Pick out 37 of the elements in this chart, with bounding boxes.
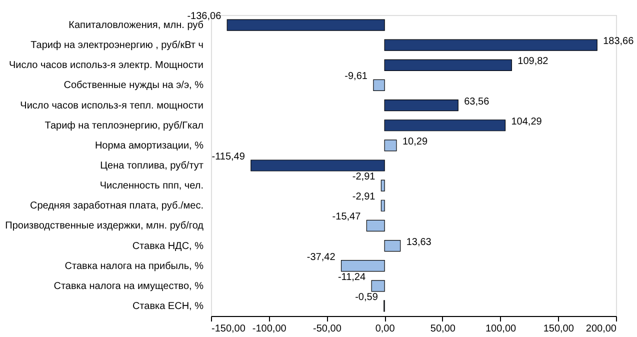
y-tick-label: Ставка налога на имущество, % — [54, 280, 204, 292]
x-tick-label: 0,00 — [375, 324, 396, 334]
y-tick-label: Производственные издержки, млн. руб/год — [5, 220, 204, 232]
data-label: 10,29 — [402, 136, 428, 148]
data-label: -11,24 — [338, 272, 366, 283]
x-tick-label: -100,00 — [252, 324, 287, 334]
data-label: 13,63 — [406, 236, 432, 248]
data-label: 104,29 — [511, 116, 542, 128]
data-label: 109,82 — [518, 56, 549, 68]
data-label: -115,49 — [212, 152, 246, 162]
x-tick-label: 200,00 — [586, 324, 617, 334]
data-label: -0,59 — [355, 292, 378, 303]
y-tick-label: Тариф на электроэнергию , руб/кВт ч — [30, 40, 204, 52]
y-tick-label: Тариф на теплоэнергию, руб/Гкал — [44, 120, 204, 132]
y-tick-label: Собственные нужды на э/э, % — [64, 80, 204, 92]
y-tick-label: Число часов использ-я тепл. мощности — [20, 100, 204, 112]
data-label: 183,66 — [603, 36, 634, 48]
x-tick-label: -150,00 — [212, 324, 246, 334]
data-label: -15,47 — [332, 212, 362, 223]
x-tick-label: 100,00 — [485, 324, 517, 334]
y-tick-label: Численность ппп, чел. — [100, 180, 204, 192]
x-tick-label: 50,00 — [430, 324, 456, 334]
y-tick-label: Средняя заработная плата, руб./мес. — [30, 200, 204, 212]
x-tick-label: -50,00 — [313, 324, 342, 334]
y-tick-label: Капиталовложения, млн. руб — [68, 20, 204, 32]
y-tick-label: Норма амортизации, % — [94, 140, 204, 152]
data-label: -37,42 — [306, 252, 336, 263]
y-tick-label: Ставка налога на прибыль, % — [64, 260, 204, 272]
data-label: -9,61 — [344, 71, 368, 82]
x-tick-label: 150,00 — [543, 324, 574, 334]
data-label: -2,91 — [352, 172, 376, 183]
y-tick-label: Ставка ЕСН, % — [132, 300, 204, 312]
data-label: 63,56 — [464, 96, 490, 108]
y-tick-label: Цена топлива, руб/тут — [100, 160, 204, 172]
y-tick-label: Число часов использ-я электр. Мощности — [8, 60, 204, 72]
data-label: -2,91 — [352, 192, 376, 203]
y-tick-label: Ставка НДС, % — [132, 240, 204, 252]
